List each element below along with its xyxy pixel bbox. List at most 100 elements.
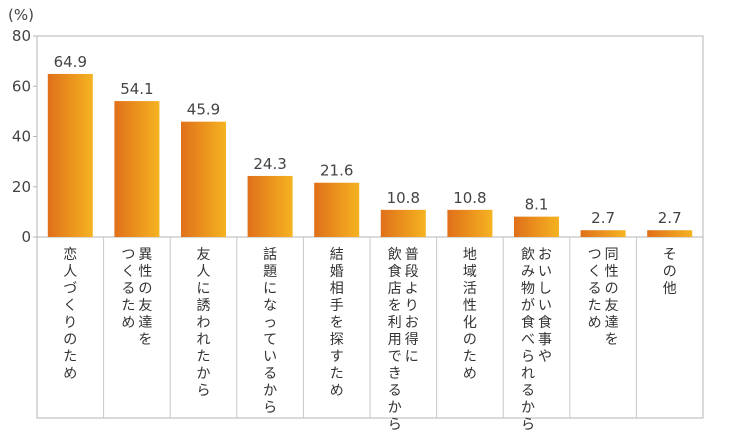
category-char: 人	[197, 264, 211, 280]
bar	[580, 230, 626, 237]
category-char: め	[330, 383, 344, 399]
data-label: 45.9	[187, 101, 220, 119]
category-char: れ	[521, 366, 535, 382]
category-char: の	[138, 281, 152, 297]
category-char: 人	[63, 264, 77, 280]
y-axis-unit: (%)	[8, 6, 34, 24]
category-char: の	[63, 332, 77, 348]
category-char: を	[330, 315, 344, 331]
category-char: め	[121, 315, 135, 331]
bar	[380, 209, 426, 237]
data-labels: 64.9 54.1 45.9 24.3 21.6 10.8 10.8 8.1 2.7 2.7	[54, 53, 682, 227]
category-char: み	[521, 264, 535, 280]
category-char: く	[121, 264, 135, 280]
category-char: く	[588, 264, 602, 280]
category-char: り	[63, 315, 77, 331]
category-char: た	[197, 349, 211, 365]
category-char: 同	[605, 247, 619, 263]
bar	[114, 101, 160, 237]
category-char: め	[63, 366, 77, 382]
category-char: 題	[263, 264, 277, 280]
category-char: 婚	[330, 264, 344, 280]
category-char: め	[588, 315, 602, 331]
category-char: 恋	[63, 246, 77, 263]
category-char: 物	[521, 281, 535, 297]
category-char: 化	[463, 315, 477, 331]
data-label: 2.7	[591, 209, 615, 227]
category-char: 普	[405, 247, 419, 263]
category-char: 友	[197, 247, 211, 263]
category-char: 結	[330, 247, 344, 263]
category-char: わ	[197, 315, 211, 331]
category-char: が	[521, 298, 535, 314]
category-char: を	[605, 332, 619, 348]
category-char: る	[121, 281, 135, 297]
bar	[314, 182, 360, 237]
category-char: 異	[138, 247, 152, 263]
category-char: そ	[663, 247, 677, 263]
category-char: た	[463, 349, 477, 365]
category-char: る	[388, 383, 402, 399]
category-char: た	[330, 366, 344, 382]
bars	[47, 73, 693, 237]
category-char: 他	[663, 281, 677, 297]
category-char: 性	[138, 264, 152, 280]
category-char: お	[538, 247, 552, 263]
category-char: て	[263, 332, 277, 348]
category-char: く	[63, 298, 77, 314]
category-char: ら	[388, 417, 402, 433]
category-char: し	[538, 281, 552, 297]
category-char: 友	[605, 298, 619, 314]
bar	[247, 175, 293, 237]
category-char: き	[388, 366, 402, 382]
bar	[181, 121, 226, 237]
data-label: 54.1	[120, 80, 153, 98]
category-char: か	[197, 366, 211, 382]
category-char: 相	[330, 281, 344, 297]
category-char: ら	[521, 349, 535, 365]
category-char: た	[63, 349, 77, 365]
category-labels: 恋人づくりのため異性の友達をつくるため友人に誘われたから話題になっているから結婚…	[63, 246, 676, 433]
category-char: 話	[263, 246, 277, 263]
category-char: る	[521, 383, 535, 399]
bar	[647, 230, 693, 237]
category-char: よ	[405, 281, 419, 297]
category-char: 食	[388, 263, 402, 280]
category-label: その他	[663, 247, 677, 297]
y-tick-label: 20	[12, 178, 31, 196]
category-char: か	[263, 383, 277, 399]
category-char: づ	[63, 281, 77, 297]
category-char: お	[405, 315, 419, 331]
category-char: 得	[405, 331, 419, 348]
data-label: 10.8	[387, 189, 420, 207]
category-char: 利	[388, 315, 402, 331]
category-char: れ	[197, 332, 211, 348]
category-char: 達	[138, 315, 152, 331]
category-char: る	[263, 366, 277, 382]
category-char: つ	[121, 247, 135, 263]
category-char: い	[538, 264, 552, 280]
category-char: べ	[521, 332, 535, 348]
category-char: な	[263, 298, 277, 314]
category-char: か	[388, 400, 402, 416]
category-char: 活	[463, 281, 477, 297]
category-char: の	[663, 264, 677, 280]
category-char: た	[121, 298, 135, 314]
category-char: の	[463, 332, 477, 348]
category-char: い	[538, 298, 552, 314]
bar	[514, 216, 559, 237]
bar	[47, 73, 93, 237]
y-axis-ticks: 0 20 40 60 80	[12, 27, 37, 246]
category-char: ら	[521, 417, 535, 433]
y-tick-label: 60	[12, 77, 31, 95]
category-char: 飲	[521, 247, 535, 263]
category-char: 達	[605, 315, 619, 331]
